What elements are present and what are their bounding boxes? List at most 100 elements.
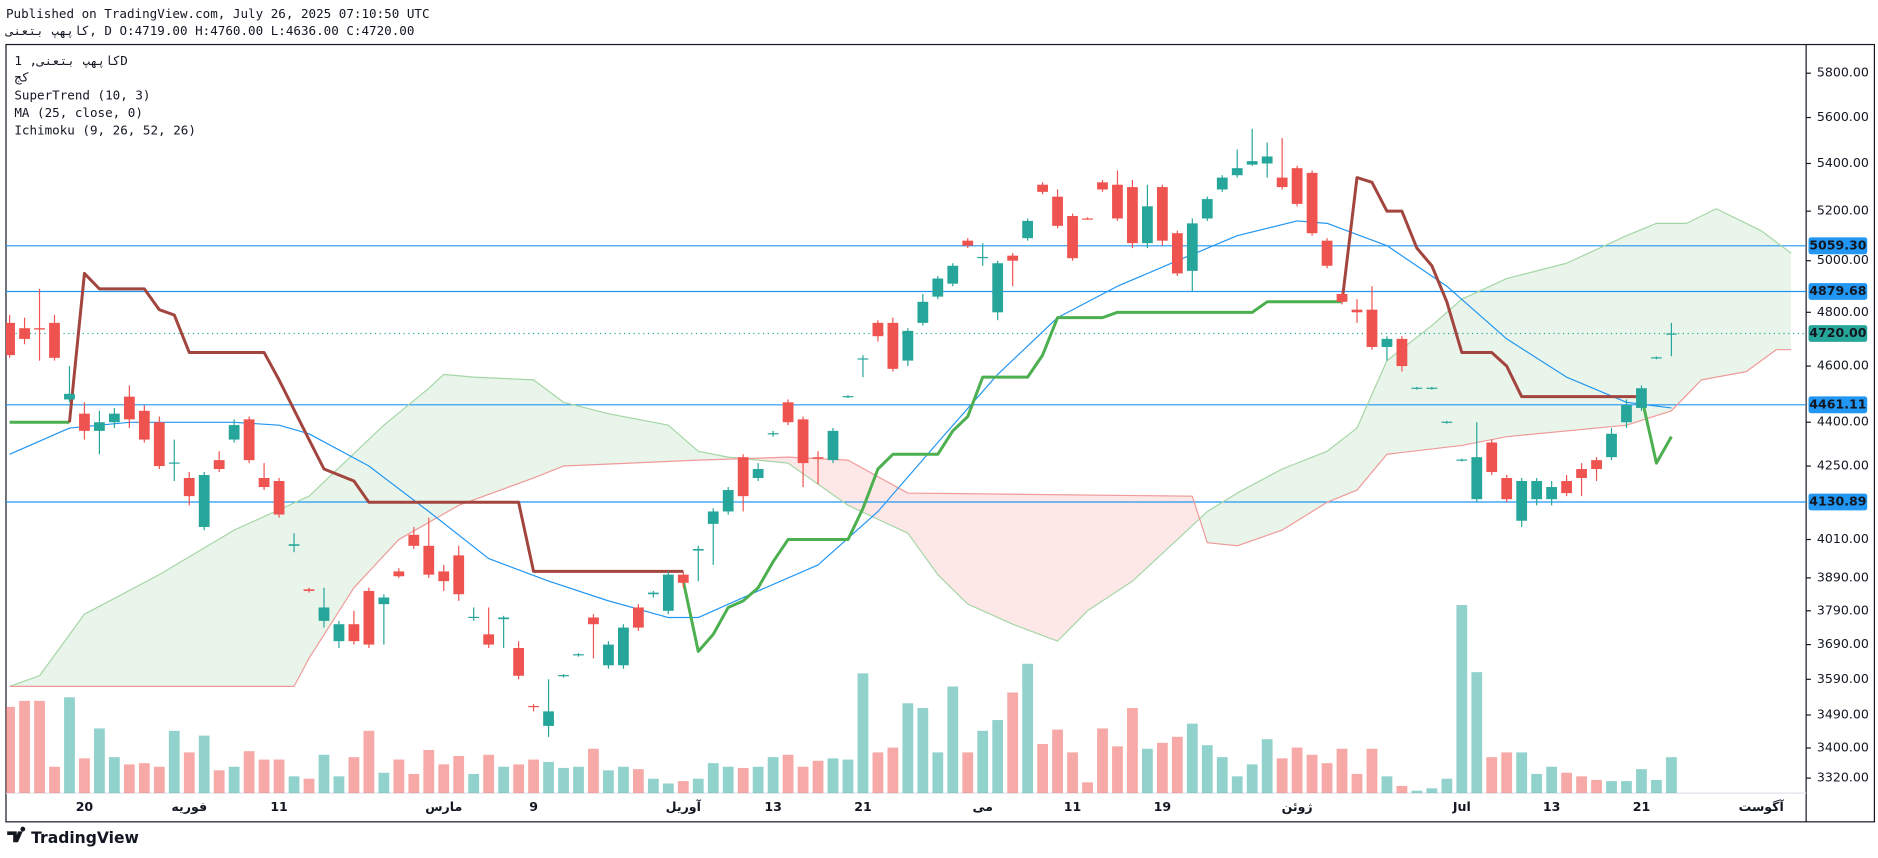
candle-body: [303, 589, 315, 591]
x-tick-label: Jul: [1452, 799, 1471, 814]
price-level-tag: [1808, 283, 1868, 300]
legend-symbol: کاپهپ بتعنی, 1D: [14, 53, 127, 69]
price-level-tag: [1808, 493, 1868, 511]
candle-body: [228, 425, 240, 440]
volume-bar: [423, 749, 435, 794]
volume-bar: [737, 767, 749, 794]
volume-bar: [1142, 748, 1153, 794]
candle-body: [198, 475, 210, 527]
candle-body: [318, 607, 330, 621]
x-tick-label: 11: [270, 799, 287, 814]
volume-bar: [647, 778, 659, 794]
candle-body: [1127, 187, 1138, 244]
candle-body: [1666, 333, 1677, 335]
volume-bar: [1381, 776, 1393, 794]
volume-bar: [318, 754, 330, 794]
volume-bar: [573, 766, 584, 794]
candle-body: [243, 419, 255, 461]
volume-bar: [827, 758, 839, 794]
volume-bar: [1097, 728, 1108, 794]
price-level-label: 4461.11: [1809, 396, 1866, 411]
volume-bar: [887, 747, 899, 794]
candle-body: [812, 457, 824, 459]
volume-bar: [393, 759, 405, 794]
legend-indicator: SuperTrend (10, 3): [14, 88, 150, 103]
volume-bar: [34, 700, 45, 794]
volume-bar: [333, 776, 345, 794]
candle-body: [827, 430, 839, 461]
candle-body: [1606, 433, 1617, 458]
candle-body: [1037, 184, 1048, 192]
volume-bar: [588, 748, 599, 794]
candle-body: [483, 634, 495, 645]
volume-bar: [1186, 723, 1198, 794]
volume-bar: [438, 764, 450, 794]
candle-body: [5, 322, 15, 356]
volume-bar: [19, 700, 30, 794]
candle-body: [588, 617, 599, 625]
candle-body: [1501, 478, 1513, 500]
candle-body: [797, 419, 809, 464]
volume-bar: [453, 755, 465, 794]
candle-body: [1381, 338, 1393, 347]
candle-body: [543, 711, 554, 726]
volume-bar: [303, 778, 315, 794]
x-tick-label: 19: [1154, 799, 1171, 814]
indicator-line: [67, 271, 684, 573]
volume-bar: [603, 770, 614, 794]
volume-bar: [483, 754, 495, 794]
candle-body: [1156, 187, 1168, 241]
candle-body: [782, 402, 794, 423]
candle-body: [1531, 481, 1543, 500]
volume-bar: [1471, 672, 1483, 794]
plot: [5, 128, 1807, 794]
candle-body: [1201, 199, 1213, 219]
indicator-line: [1639, 396, 1673, 465]
volume-bar: [782, 754, 794, 794]
volume-bar: [138, 763, 150, 794]
volume-bar: [123, 764, 135, 794]
volume-bar: [618, 766, 629, 794]
frame: [5, 43, 1876, 823]
volume-bar: [1501, 752, 1513, 794]
volume-bar: [1441, 778, 1453, 794]
x-tick-label: 21: [854, 799, 871, 814]
y-tick-label: 4250.00: [1817, 458, 1869, 473]
candle-body: [213, 460, 225, 470]
x-tick-label: 21: [1633, 799, 1650, 814]
candle-body: [94, 422, 105, 431]
candle-body: [632, 607, 644, 628]
volume-bar: [1306, 754, 1318, 794]
volume-bar: [1396, 785, 1408, 794]
volume-bar: [1651, 779, 1662, 794]
x-tick-label: 13: [764, 799, 781, 814]
volume-bar: [1621, 781, 1632, 794]
volume-bar: [992, 720, 1004, 794]
y-tick-label: 4400.00: [1817, 414, 1869, 429]
volume-bar: [692, 778, 704, 794]
volume-bar: [64, 697, 75, 794]
volume-bar: [1351, 773, 1363, 794]
candle-body: [857, 358, 869, 360]
candle-body: [1022, 220, 1034, 239]
y-tick-label: 3890.00: [1817, 569, 1869, 584]
candle-body: [1441, 421, 1453, 423]
candle-body: [1426, 387, 1438, 389]
volume-bar: [468, 773, 480, 794]
volume-bar: [1216, 757, 1228, 794]
volume-bar: [1276, 758, 1288, 794]
volume-bar: [1007, 692, 1019, 794]
candle-body: [348, 624, 360, 642]
volume-bar: [1531, 773, 1543, 794]
price-level-label: 4879.68: [1809, 283, 1866, 298]
candle-body: [19, 328, 30, 339]
candle-body: [288, 544, 300, 546]
candle-body: [1142, 206, 1153, 244]
y-tick-label: 5000.00: [1817, 252, 1869, 267]
y-tick-label: 3400.00: [1817, 740, 1869, 755]
x-tick-label: 20: [76, 799, 94, 814]
candle-body: [1561, 481, 1572, 494]
volume-bar: [707, 763, 719, 794]
y-tick-label: 3590.00: [1817, 671, 1869, 686]
